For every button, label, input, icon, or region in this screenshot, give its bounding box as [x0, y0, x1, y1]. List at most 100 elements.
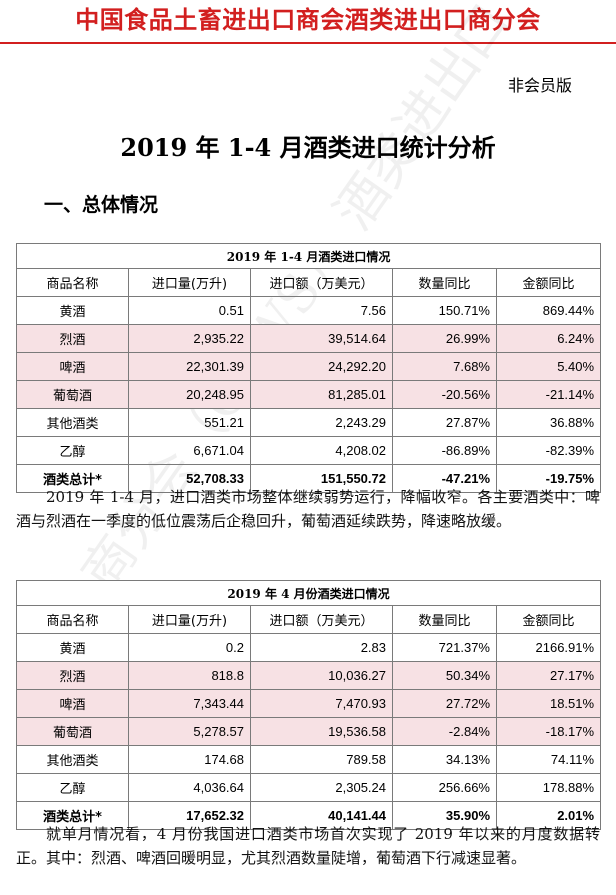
table-body: 黄酒 0.2 2.83 721.37% 2166.91% 烈酒 818.8 10,036.27… — [16, 633, 602, 830]
cell-name: 其他酒类 — [16, 745, 129, 774]
cell-volume: 22,301.39 — [128, 352, 251, 381]
cell-vol-yoy: 7.68% — [392, 352, 497, 381]
cell-val-yoy: -19.75% — [495, 464, 602, 493]
column-header: 进口额（万美元） — [250, 605, 393, 634]
cell-vol-yoy: 34.13% — [392, 745, 497, 774]
cell-value: 2,305.24 — [250, 773, 393, 802]
cell-value: 40,141.44 — [250, 801, 393, 830]
cell-value: 2,243.29 — [250, 408, 393, 437]
edition-label: 非会员版 — [507, 76, 572, 95]
cell-value: 24,292.20 — [250, 352, 393, 381]
cell-name: 黄酒 — [16, 296, 129, 325]
column-header: 数量同比 — [392, 268, 497, 297]
cell-val-yoy: -18.17% — [495, 717, 602, 746]
table-caption: 2019 年 1-4 月酒类进口情况 — [15, 243, 602, 269]
cell-value: 39,514.64 — [250, 324, 393, 353]
column-header: 商品名称 — [16, 268, 129, 297]
cell-val-yoy: 18.51% — [495, 689, 602, 718]
cell-val-yoy: 6.24% — [495, 324, 602, 353]
cell-val-yoy: -82.39% — [495, 436, 602, 465]
table-jan-apr-imports: 2019 年 1-4 月酒类进口情况 商品名称 进口量(万升) 进口额（万美元）… — [15, 243, 602, 493]
cell-volume: 0.2 — [128, 633, 251, 662]
cell-vol-yoy: -2.84% — [392, 717, 497, 746]
column-header: 进口量(万升) — [128, 268, 251, 297]
org-name: 中国食品土畜进出口商会酒类进出口商分会 — [75, 6, 541, 34]
table-row: 乙醇 6,671.04 4,208.02 -86.89% -82.39% — [16, 436, 602, 465]
cell-name: 啤酒 — [16, 352, 129, 381]
cell-value: 7,470.93 — [250, 689, 393, 718]
column-header: 进口额（万美元） — [250, 268, 393, 297]
cell-val-yoy: 178.88% — [495, 773, 602, 802]
cell-name: 黄酒 — [16, 633, 129, 662]
table-body: 黄酒 0.51 7.56 150.71% 869.44% 烈酒 2,935.22 39,514… — [16, 296, 602, 493]
cell-vol-yoy: 256.66% — [392, 773, 497, 802]
table-april-imports: 2019 年 4 月份酒类进口情况 商品名称 进口量(万升) 进口额（万美元） … — [15, 580, 602, 830]
cell-name: 乙醇 — [16, 436, 129, 465]
cell-volume: 7,343.44 — [128, 689, 251, 718]
cell-val-yoy: 5.40% — [495, 352, 602, 381]
table-caption: 2019 年 4 月份酒类进口情况 — [15, 580, 602, 606]
cell-vol-yoy: -47.21% — [392, 464, 497, 493]
cell-vol-yoy: -86.89% — [392, 436, 497, 465]
cell-volume: 6,671.04 — [128, 436, 251, 465]
table-row: 烈酒 2,935.22 39,514.64 26.99% 6.24% — [16, 324, 602, 353]
section-heading: 一、总体情况 — [44, 194, 159, 216]
cell-val-yoy: 869.44% — [495, 296, 602, 325]
table-header-row: 商品名称 进口量(万升) 进口额（万美元） 数量同比 金额同比 — [16, 605, 602, 634]
paragraph-monthly: 就单月情况看，4 月份我国进口酒类市场首次实现了 2019 年以来的月度数据转正… — [16, 825, 600, 867]
column-header: 金额同比 — [495, 605, 602, 634]
table-row: 啤酒 22,301.39 24,292.20 7.68% 5.40% — [16, 352, 602, 381]
cell-volume: 4,036.64 — [128, 773, 251, 802]
cell-volume: 2,935.22 — [128, 324, 251, 353]
total-row: 酒类总计* 17,652.32 40,141.44 35.90% 2.01% — [16, 801, 602, 830]
cell-name: 酒类总计* — [16, 464, 129, 493]
table-row: 其他酒类 551.21 2,243.29 27.87% 36.88% — [16, 408, 602, 437]
total-row: 酒类总计* 52,708.33 151,550.72 -47.21% -19.75% — [16, 464, 602, 493]
cell-value: 19,536.58 — [250, 717, 393, 746]
cell-name: 葡萄酒 — [16, 717, 129, 746]
cell-value: 4,208.02 — [250, 436, 393, 465]
cell-vol-yoy: -20.56% — [392, 380, 497, 409]
cell-val-yoy: 2.01% — [495, 801, 602, 830]
cell-volume: 17,652.32 — [128, 801, 251, 830]
cell-name: 葡萄酒 — [16, 380, 129, 409]
cell-name: 其他酒类 — [16, 408, 129, 437]
table-header-row: 商品名称 进口量(万升) 进口额（万美元） 数量同比 金额同比 — [16, 268, 602, 297]
paragraph-summary: 2019 年 1-4 月，进口酒类市场整体继续弱势运行，降幅收窄。各主要酒类中：… — [16, 488, 600, 530]
cell-value: 2.83 — [250, 633, 393, 662]
table-row: 烈酒 818.8 10,036.27 50.34% 27.17% — [16, 661, 602, 690]
cell-val-yoy: 74.11% — [495, 745, 602, 774]
table-row: 葡萄酒 5,278.57 19,536.58 -2.84% -18.17% — [16, 717, 602, 746]
table-row: 葡萄酒 20,248.95 81,285.01 -20.56% -21.14% — [16, 380, 602, 409]
table-row: 啤酒 7,343.44 7,470.93 27.72% 18.51% — [16, 689, 602, 718]
cell-value: 789.58 — [250, 745, 393, 774]
cell-vol-yoy: 27.87% — [392, 408, 497, 437]
cell-vol-yoy: 150.71% — [392, 296, 497, 325]
header-rule — [0, 42, 616, 44]
cell-val-yoy: 2166.91% — [495, 633, 602, 662]
cell-value: 7.56 — [250, 296, 393, 325]
cell-val-yoy: -21.14% — [495, 380, 602, 409]
cell-vol-yoy: 721.37% — [392, 633, 497, 662]
cell-val-yoy: 27.17% — [495, 661, 602, 690]
table-row: 乙醇 4,036.64 2,305.24 256.66% 178.88% — [16, 773, 602, 802]
cell-volume: 20,248.95 — [128, 380, 251, 409]
cell-value: 81,285.01 — [250, 380, 393, 409]
document-title: 2019 年 1-4 月酒类进口统计分析 — [120, 133, 496, 162]
cell-vol-yoy: 26.99% — [392, 324, 497, 353]
cell-volume: 5,278.57 — [128, 717, 251, 746]
cell-volume: 0.51 — [128, 296, 251, 325]
table-row: 黄酒 0.2 2.83 721.37% 2166.91% — [16, 633, 602, 662]
cell-vol-yoy: 27.72% — [392, 689, 497, 718]
cell-val-yoy: 36.88% — [495, 408, 602, 437]
cell-name: 烈酒 — [16, 661, 129, 690]
column-header: 数量同比 — [392, 605, 497, 634]
cell-value: 10,036.27 — [250, 661, 393, 690]
cell-volume: 551.21 — [128, 408, 251, 437]
cell-name: 烈酒 — [16, 324, 129, 353]
cell-name: 啤酒 — [16, 689, 129, 718]
cell-volume: 174.68 — [128, 745, 251, 774]
cell-name: 乙醇 — [16, 773, 129, 802]
column-header: 进口量(万升) — [128, 605, 251, 634]
column-header: 商品名称 — [16, 605, 129, 634]
